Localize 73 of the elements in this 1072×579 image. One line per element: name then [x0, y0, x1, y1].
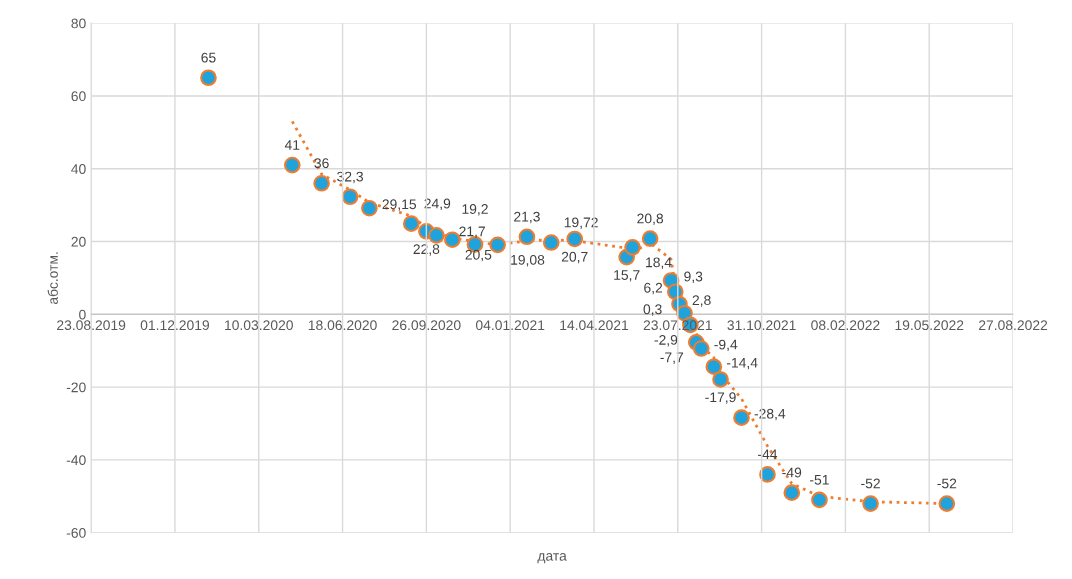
data-label: -51: [810, 474, 829, 485]
x-tick-label: 14.04.2021: [560, 320, 629, 331]
x-axis-title: дата: [537, 553, 567, 564]
point: [641, 230, 659, 247]
data-label: 21,3: [514, 211, 540, 224]
data-label: 65: [201, 52, 216, 63]
x-tick-label: 01.12.2019: [140, 320, 210, 331]
y-tick-label: -40: [66, 455, 86, 466]
data-label: 36: [314, 158, 329, 169]
data-label: 15,7: [614, 270, 640, 282]
data-label: 20,8: [637, 213, 664, 226]
point: [283, 156, 301, 174]
point: [566, 230, 584, 248]
x-tick-label: 31.10.2021: [727, 320, 796, 331]
data-label: 21,7: [459, 226, 485, 238]
y-tick-label: -60: [66, 528, 86, 538]
x-tick-label: 26.09.2020: [392, 320, 461, 331]
point: [811, 491, 828, 509]
data-label: 41: [284, 140, 300, 150]
data-label: 19,08: [511, 254, 545, 267]
y-axis-title: абс.отм.: [47, 252, 58, 305]
data-label: -7,7: [660, 352, 684, 364]
data-label: -52: [937, 478, 957, 489]
y-tick-label: 0: [79, 309, 86, 320]
point: [733, 409, 750, 426]
y-tick-label: 60: [71, 91, 86, 102]
x-tick-label: 10.03.2020: [225, 320, 293, 331]
point: [341, 188, 359, 206]
point: [542, 234, 560, 251]
point: [624, 239, 641, 256]
point: [862, 495, 879, 512]
point: [444, 231, 461, 249]
data-label: 29,15: [382, 199, 417, 211]
x-tick-label: 08.02.2022: [811, 320, 880, 331]
data-label: 0,3: [643, 304, 662, 316]
data-label: 2,8: [692, 295, 711, 307]
y-tick-label: -20: [66, 382, 86, 393]
data-label: -49: [782, 467, 802, 478]
data-label: -52: [861, 478, 880, 489]
data-label: -14,4: [726, 357, 758, 370]
point: [705, 358, 723, 376]
point: [428, 227, 445, 244]
point: [200, 69, 217, 87]
point: [783, 484, 801, 501]
point: [518, 228, 536, 246]
point: [759, 466, 776, 483]
x-tick-label: 27.08.2022: [978, 320, 1048, 331]
data-label: 20,5: [465, 249, 492, 262]
x-tick-label: 19.05.2022: [895, 320, 964, 331]
data-label: 18,4: [646, 257, 672, 269]
data-label: 24,9: [424, 198, 451, 211]
y-tick-label: 80: [71, 18, 86, 29]
data-label: 20,7: [561, 251, 588, 264]
point: [361, 199, 378, 217]
y-tick-label: 40: [71, 164, 86, 174]
data-label: -2,9: [654, 334, 678, 347]
point: [692, 340, 710, 357]
point: [402, 215, 420, 233]
point: [938, 495, 956, 512]
data-label: -28,4: [754, 408, 786, 421]
point: [313, 174, 330, 192]
data-label: 6,2: [644, 282, 663, 295]
data-label: 19,2: [462, 204, 488, 216]
point: [712, 371, 729, 388]
data-label: -9,4: [714, 339, 738, 352]
y-tick-label: 20: [71, 236, 86, 247]
x-tick-label: 04.01.2021: [475, 320, 545, 331]
x-tick-label: 18.06.2020: [308, 320, 377, 331]
data-label: -17,9: [705, 392, 736, 404]
data-label: -44: [758, 449, 778, 460]
data-label: 9,3: [684, 271, 703, 284]
x-tick-label: 23.08.2019: [57, 320, 126, 331]
data-label: 19,72: [564, 217, 598, 229]
